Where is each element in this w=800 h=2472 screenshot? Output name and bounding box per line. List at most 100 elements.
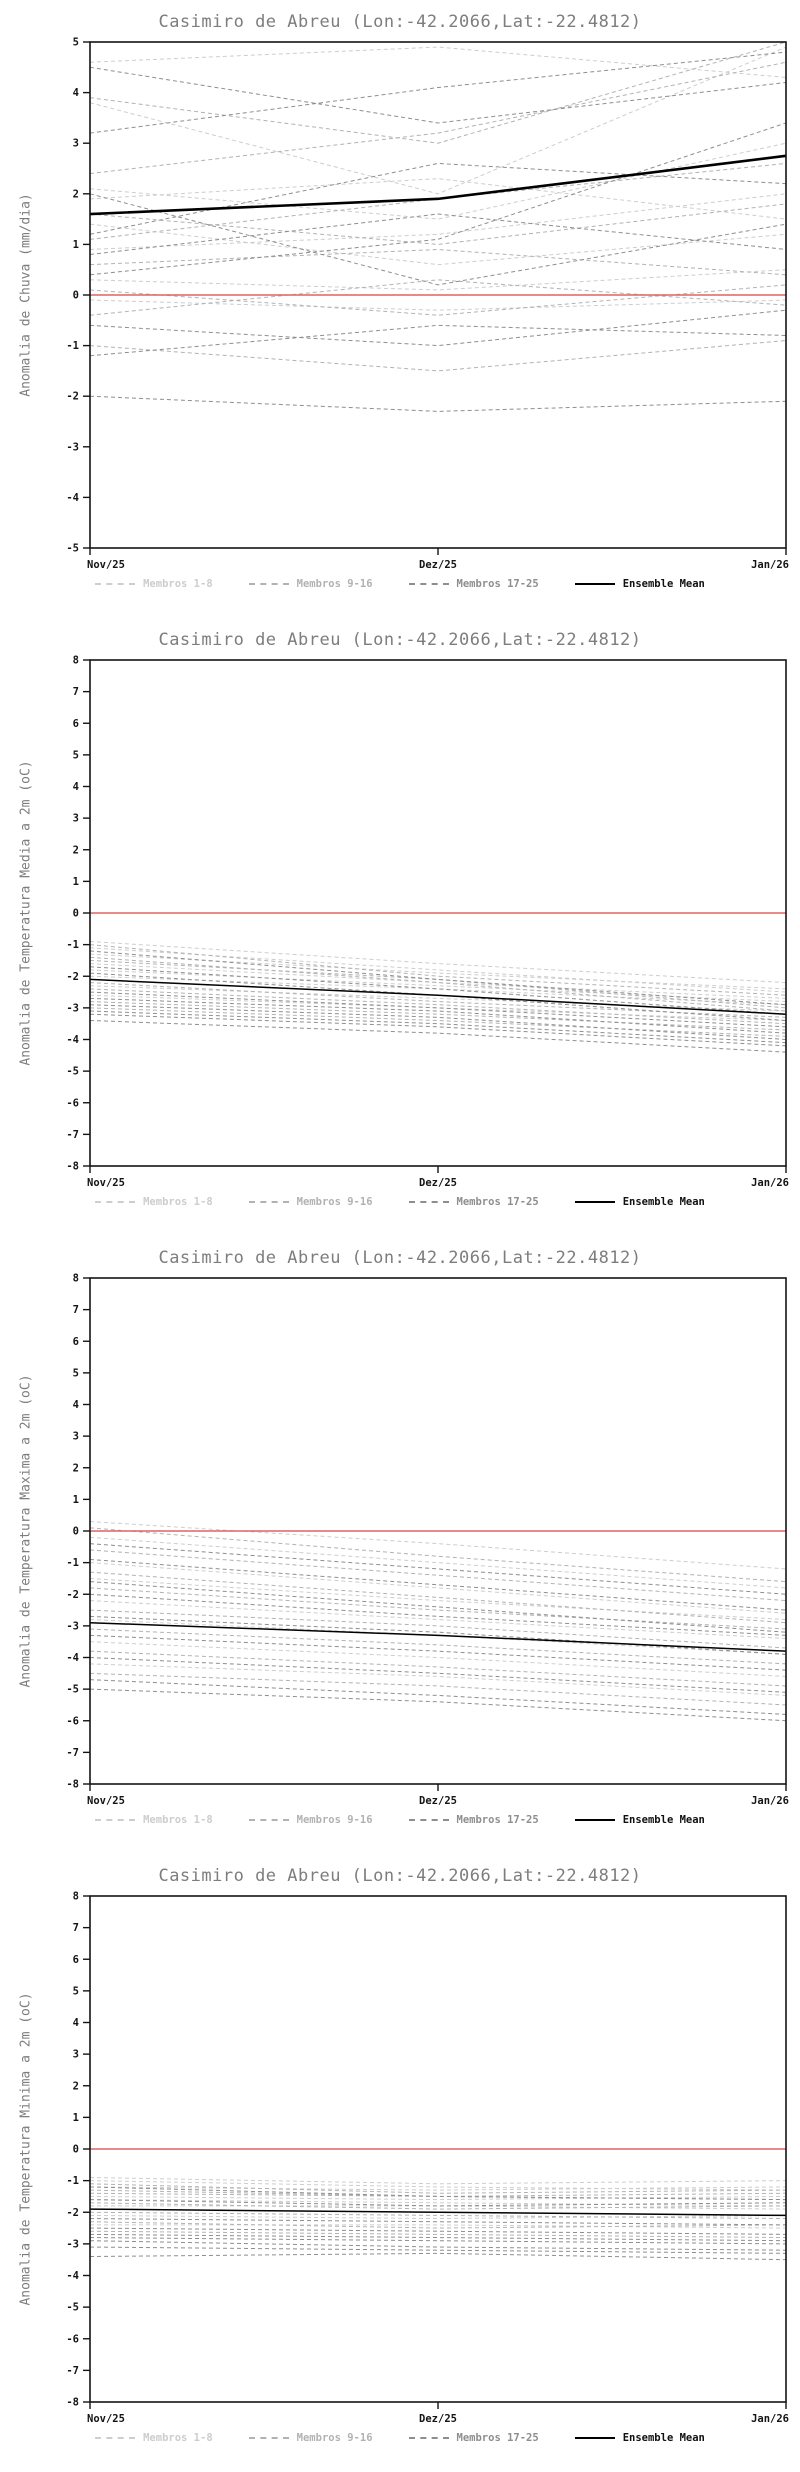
legend-item-membros-17-25: Membros 17-25 [408, 1196, 539, 1208]
legend-item-membros-9-16: Membros 9-16 [248, 2432, 373, 2444]
svg-text:-2: -2 [66, 2207, 79, 2219]
legend-line-sample [95, 2437, 136, 2439]
min-temperature-anomaly-chart: Casimiro de Abreu (Lon:-42.2066,Lat:-22.… [0, 1854, 800, 2472]
svg-text:-2: -2 [66, 971, 79, 983]
svg-text:-3: -3 [66, 1002, 79, 1014]
mean-temperature-anomaly-chart: Casimiro de Abreu (Lon:-42.2066,Lat:-22.… [0, 618, 800, 1236]
legend-item-ensemble-mean: Ensemble Mean [574, 1814, 705, 1826]
svg-text:-6: -6 [66, 2333, 79, 2345]
svg-text:1: 1 [73, 2112, 79, 2124]
svg-text:-1: -1 [66, 939, 79, 951]
svg-text:-1: -1 [66, 1557, 79, 1569]
legend-label: Membros 1-8 [143, 2432, 213, 2444]
precipitation-anomaly-chart: Casimiro de Abreu (Lon:-42.2066,Lat:-22.… [0, 0, 800, 618]
legend-line-sample [95, 583, 136, 585]
svg-text:-1: -1 [66, 340, 79, 352]
plot-wrapper: Anomalia de Temperatura Minima a 2m (oC)… [0, 1890, 800, 2425]
svg-text:3: 3 [73, 138, 79, 150]
svg-text:Nov/25: Nov/25 [87, 559, 125, 570]
legend-line-sample [408, 2437, 449, 2439]
svg-text:8: 8 [73, 1273, 79, 1285]
svg-text:4: 4 [73, 1399, 79, 1411]
legend-label: Membros 17-25 [456, 2432, 539, 2444]
svg-text:8: 8 [73, 1891, 79, 1903]
svg-text:Jan/26: Jan/26 [751, 2413, 789, 2424]
svg-text:-5: -5 [66, 1066, 79, 1078]
svg-text:5: 5 [73, 1367, 79, 1379]
svg-text:6: 6 [73, 718, 79, 730]
legend-item-membros-1-8: Membros 1-8 [95, 578, 213, 590]
legend-item-membros-9-16: Membros 9-16 [248, 578, 373, 590]
svg-text:-2: -2 [66, 391, 79, 403]
legend-item-membros-1-8: Membros 1-8 [95, 1814, 213, 1826]
svg-text:Nov/25: Nov/25 [87, 1177, 125, 1188]
legend-item-membros-9-16: Membros 9-16 [248, 1814, 373, 1826]
svg-text:Nov/25: Nov/25 [87, 2413, 125, 2424]
legend-item-ensemble-mean: Ensemble Mean [574, 2432, 705, 2444]
svg-text:-7: -7 [66, 2365, 79, 2377]
legend-line-sample [574, 1819, 615, 1821]
plot-wrapper: Anomalia de Chuva (mm/dia) -5 -4 -3 -2 -1 0 1 2… [0, 36, 800, 571]
plot-area: -8 -7 -6 -5 -4 -3 -2 -1 0 1 2 3 4 5 6 7 8 Nov/25 Dez/25 Jan… [66, 1891, 789, 2425]
svg-text:2: 2 [73, 1462, 79, 1474]
plot-wrapper: Anomalia de Temperatura Media a 2m (oC) … [0, 654, 800, 1189]
svg-text:7: 7 [73, 686, 79, 698]
svg-text:0: 0 [73, 1526, 79, 1538]
legend-label: Membros 1-8 [143, 578, 213, 590]
legend-item-membros-17-25: Membros 17-25 [408, 2432, 539, 2444]
svg-text:1: 1 [73, 876, 79, 888]
svg-text:3: 3 [73, 813, 79, 825]
svg-text:Dez/25: Dez/25 [419, 559, 457, 570]
svg-text:5: 5 [73, 1985, 79, 1997]
svg-text:3: 3 [73, 2049, 79, 2061]
chart-legend: Membros 1-8 Membros 9-16 Membros 17-25 E… [0, 1196, 800, 1208]
legend-label: Membros 9-16 [296, 1814, 373, 1826]
legend-label: Membros 9-16 [296, 2432, 373, 2444]
legend-label: Membros 9-16 [296, 578, 373, 590]
svg-text:2: 2 [73, 2080, 79, 2092]
svg-text:8: 8 [73, 655, 79, 667]
legend-label: Ensemble Mean [622, 578, 705, 590]
svg-text:-7: -7 [66, 1747, 79, 1759]
svg-text:-2: -2 [66, 1589, 79, 1601]
svg-text:-8: -8 [66, 1779, 79, 1791]
svg-text:4: 4 [73, 87, 79, 99]
legend-label: Ensemble Mean [622, 1814, 705, 1826]
svg-text:5: 5 [73, 749, 79, 761]
svg-text:Jan/26: Jan/26 [751, 1795, 789, 1806]
legend-item-membros-1-8: Membros 1-8 [95, 2432, 213, 2444]
svg-text:-4: -4 [66, 492, 79, 504]
legend-line-sample [408, 1201, 449, 1203]
legend-label: Ensemble Mean [622, 2432, 705, 2444]
svg-text:Dez/25: Dez/25 [419, 2413, 457, 2424]
svg-text:-5: -5 [66, 2302, 79, 2314]
svg-text:5: 5 [73, 37, 79, 49]
legend-item-membros-17-25: Membros 17-25 [408, 1814, 539, 1826]
max-temperature-anomaly-chart: Casimiro de Abreu (Lon:-42.2066,Lat:-22.… [0, 1236, 800, 1854]
svg-text:Nov/25: Nov/25 [87, 1795, 125, 1806]
svg-text:-5: -5 [66, 1684, 79, 1696]
legend-label: Membros 17-25 [456, 1814, 539, 1826]
svg-text:0: 0 [73, 908, 79, 920]
plot-area: -8 -7 -6 -5 -4 -3 -2 -1 0 1 2 3 4 5 6 7 8 Nov/25 Dez/25 Jan… [66, 655, 789, 1189]
svg-text:-6: -6 [66, 1715, 79, 1727]
legend-item-ensemble-mean: Ensemble Mean [574, 578, 705, 590]
y-axis-label: Anomalia de Temperatura Maxima a 2m (oC) [18, 1374, 34, 1688]
legend-item-membros-17-25: Membros 17-25 [408, 578, 539, 590]
svg-text:-8: -8 [66, 2397, 79, 2409]
chart-title: Casimiro de Abreu (Lon:-42.2066,Lat:-22.… [158, 12, 642, 32]
legend-line-sample [574, 1201, 615, 1203]
plot-wrapper: Anomalia de Temperatura Maxima a 2m (oC)… [0, 1272, 800, 1807]
plot-area: -5 -4 -3 -2 -1 0 1 2 3 4 5 Nov/25 Dez/25 Jan/26 [66, 37, 789, 571]
svg-text:0: 0 [73, 290, 79, 302]
svg-text:Dez/25: Dez/25 [419, 1795, 457, 1806]
chart-title: Casimiro de Abreu (Lon:-42.2066,Lat:-22.… [158, 1248, 642, 1268]
legend-line-sample [95, 1201, 136, 1203]
legend-line-sample [574, 583, 615, 585]
svg-text:-6: -6 [66, 1097, 79, 1109]
legend-label: Ensemble Mean [622, 1196, 705, 1208]
svg-text:-4: -4 [66, 1034, 79, 1046]
legend-line-sample [408, 1819, 449, 1821]
y-axis-label: Anomalia de Temperatura Media a 2m (oC) [18, 760, 34, 1066]
chart-title: Casimiro de Abreu (Lon:-42.2066,Lat:-22.… [158, 1866, 642, 1886]
